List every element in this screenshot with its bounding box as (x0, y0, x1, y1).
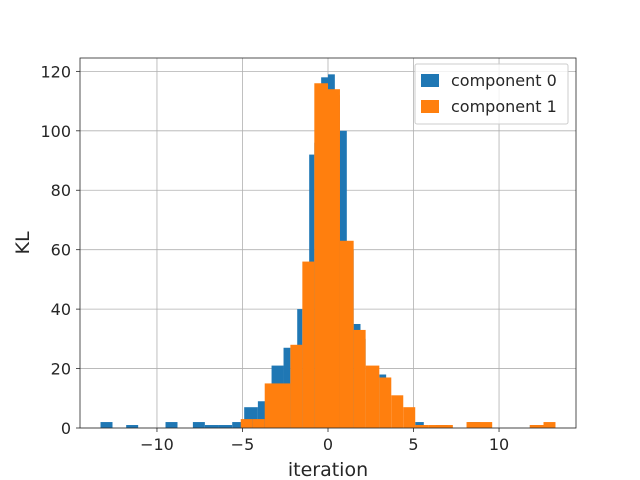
x-tick-label: 0 (323, 435, 333, 454)
histogram-bar (100, 422, 113, 428)
series-1-bars (240, 83, 556, 428)
x-tick-label: −10 (140, 435, 174, 454)
histogram-bar (240, 419, 253, 428)
y-tick-label: 80 (51, 181, 71, 200)
histogram-bar (192, 422, 205, 428)
histogram-bar (232, 422, 245, 428)
histogram-bar (218, 425, 233, 428)
histogram-bar (302, 261, 315, 428)
histogram-bar (339, 240, 354, 428)
histogram-bar (365, 365, 380, 428)
histogram-bar (415, 425, 429, 428)
histogram-bar (543, 422, 556, 428)
x-tick-label: −5 (231, 435, 255, 454)
y-tick-label: 100 (40, 122, 71, 141)
legend-box (414, 63, 569, 125)
x-tick-label: 10 (489, 435, 509, 454)
histogram-bar (314, 83, 328, 428)
histogram-bar (165, 422, 178, 428)
y-tick-label: 20 (51, 360, 71, 379)
histogram-bar (466, 422, 493, 428)
legend-swatch-component-1 (421, 100, 439, 113)
histogram-bar (252, 419, 265, 428)
x-axis-label: iteration (288, 459, 368, 480)
y-tick-label: 120 (40, 62, 71, 81)
x-tick-label: 5 (408, 435, 418, 454)
histogram-bar (204, 425, 219, 428)
histogram-bar (353, 329, 366, 428)
y-tick-label: 0 (61, 419, 71, 438)
legend-label-component-0: component 0 (451, 71, 557, 90)
bars (100, 74, 556, 429)
histogram-bar (403, 407, 416, 428)
y-tick-label: 60 (51, 241, 71, 260)
histogram-bar (529, 425, 544, 428)
histogram-bar (428, 425, 453, 428)
legend-label-component-1: component 1 (451, 97, 557, 116)
histogram-bar (379, 377, 392, 428)
histogram-bar (126, 425, 139, 428)
histogram-bar (264, 383, 291, 428)
legend-swatch-component-0 (421, 74, 439, 87)
histogram-bar (290, 344, 303, 428)
histogram-bar (328, 89, 340, 428)
legend: component 0 component 1 (414, 63, 569, 125)
histogram-bar (391, 395, 404, 428)
y-tick-label: 40 (51, 300, 71, 319)
y-axis-label: KL (12, 231, 34, 254)
